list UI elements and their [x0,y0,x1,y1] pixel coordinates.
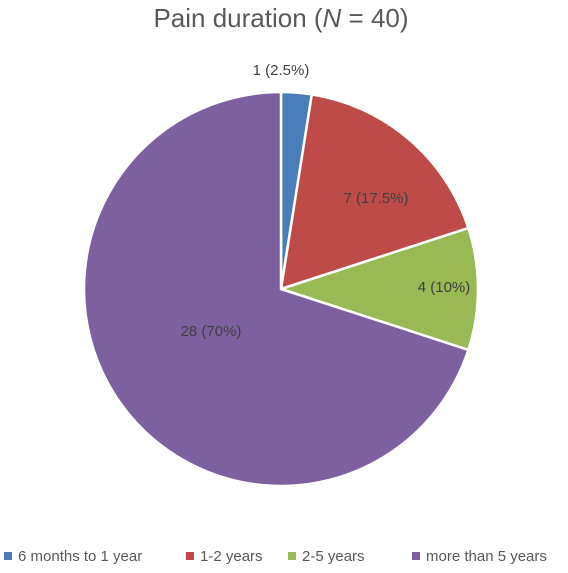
title-italic: N [323,3,342,33]
data-label-2: 7 (17.5%) [343,190,408,207]
chart-title: Pain duration (N = 40) [153,3,408,33]
pie-slice-4 [82,90,470,488]
legend-label-2: 1-2 years [200,548,263,565]
pie-slice-2 [279,93,470,291]
pie-data-labels: 1 (2.5%) 7 (17.5%) 4 (10%) 28 (70%) [181,62,471,340]
legend-swatch-3 [288,552,296,560]
data-label-1: 1 (2.5%) [253,62,310,79]
legend-item-1: 6 months to 1 year [4,548,142,565]
title-suffix: = 40) [341,3,408,33]
legend-item-3: 2-5 years [288,548,365,565]
legend-label-4: more than 5 years [426,548,547,565]
legend-swatch-4 [412,552,420,560]
data-label-4: 28 (70%) [181,323,242,340]
title-main: Pain duration ( [153,3,322,33]
legend-item-4: more than 5 years [412,548,547,565]
legend-item-2: 1-2 years [186,548,263,565]
legend-swatch-1 [4,552,12,560]
legend-swatch-2 [186,552,194,560]
legend-label-1: 6 months to 1 year [18,548,142,565]
pie-slices [82,90,480,488]
legend: 6 months to 1 year 1-2 years 2-5 years more… [4,548,547,565]
legend-label-3: 2-5 years [302,548,365,565]
data-label-3: 4 (10%) [418,279,471,296]
pie-slice-3 [279,226,480,352]
